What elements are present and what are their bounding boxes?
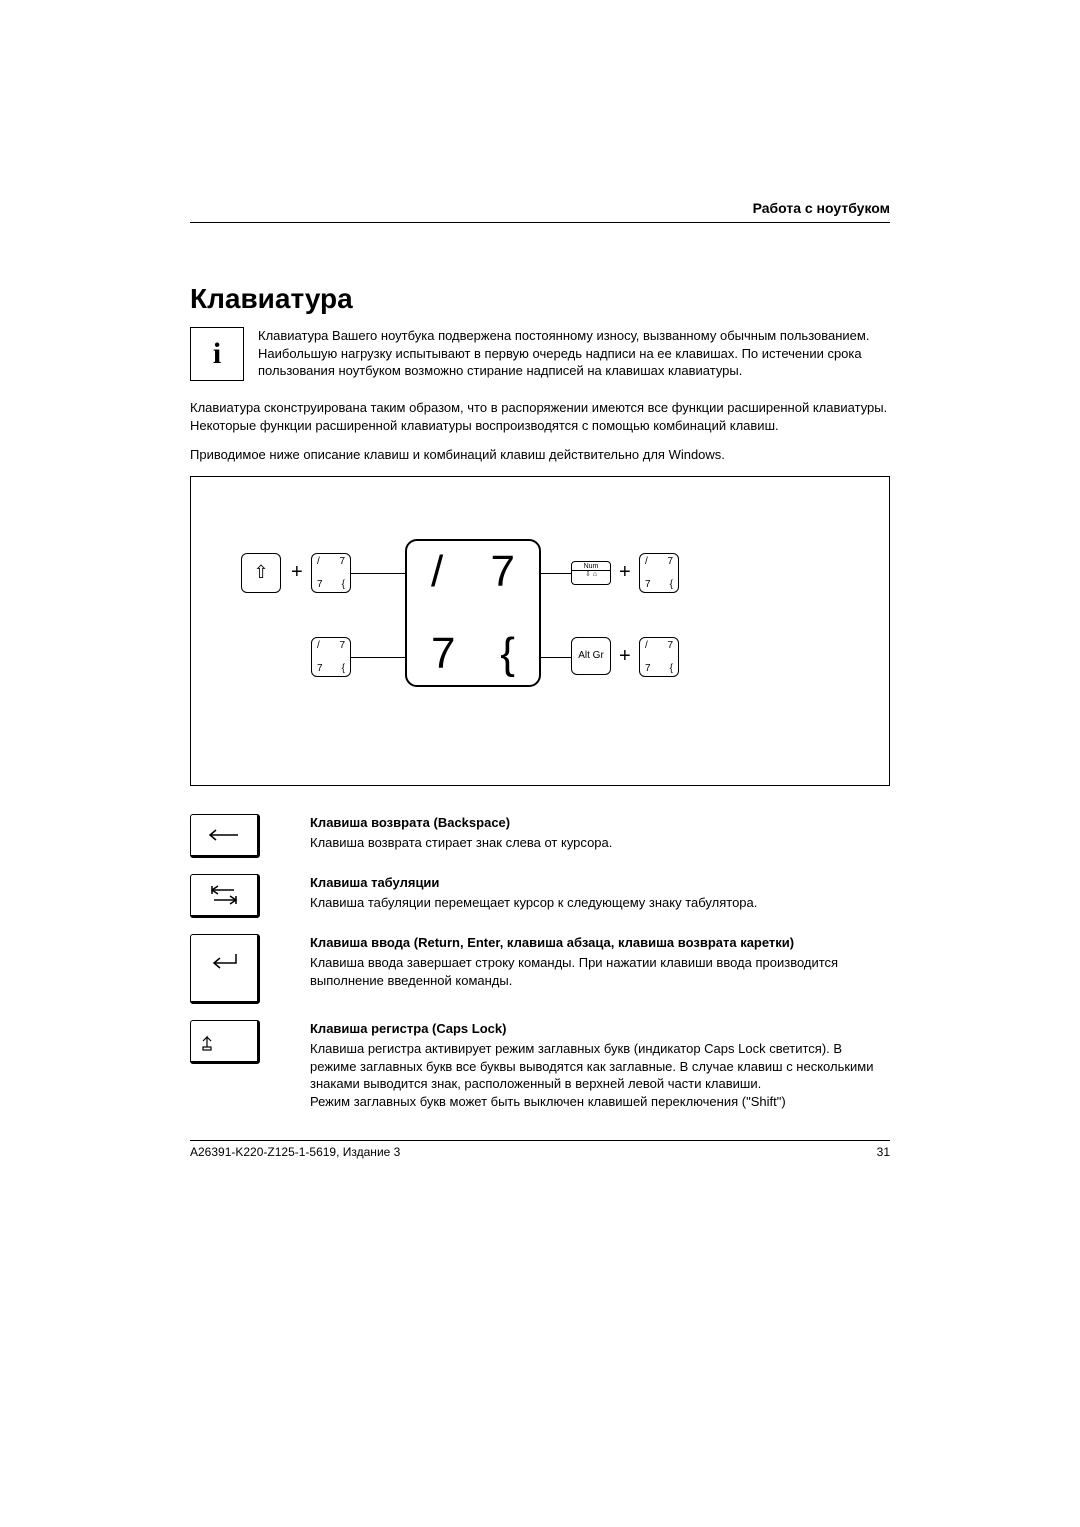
key-title: Клавиша регистра (Caps Lock) <box>310 1020 890 1038</box>
key-description-capslock: Клавиша регистра (Caps Lock) Клавиша рег… <box>190 1020 890 1111</box>
shift-key-icon: ⇧ <box>241 553 281 593</box>
key-description-backspace: Клавиша возврата (Backspace) Клавиша воз… <box>190 814 890 858</box>
backspace-key-icon <box>190 814 260 858</box>
page-footer: A26391-K220-Z125-1-5619, Издание 3 31 <box>190 1140 890 1159</box>
key-body: Клавиша табуляции перемещает курсор к сл… <box>310 894 757 912</box>
key-title: Клавиша ввода (Return, Enter, клавиша аб… <box>310 934 890 952</box>
chapter-title: Работа с ноутбуком <box>753 200 890 216</box>
key-description-tab: Клавиша табуляции Клавиша табуляции пере… <box>190 874 890 918</box>
info-icon: i <box>190 327 244 381</box>
key-7-icon: / 7 7 { <box>311 637 351 677</box>
key-body: Клавиша регистра активирует режим заглав… <box>310 1040 890 1110</box>
big-key-box: / 7 7 { <box>405 539 541 687</box>
paragraph-2: Приводимое ниже описание клавиш и комбин… <box>190 446 890 464</box>
paragraph-1: Клавиатура сконструирована таким образом… <box>190 399 890 434</box>
page-number: 31 <box>877 1145 890 1159</box>
info-note-text: Клавиатура Вашего ноутбука подвержена по… <box>258 327 890 381</box>
footer-doc-id: A26391-K220-Z125-1-5619, Издание 3 <box>190 1145 400 1159</box>
page-title: Клавиатура <box>190 283 890 315</box>
key-body: Клавиша возврата стирает знак слева от к… <box>310 834 612 852</box>
key-7-icon: / 7 7 { <box>639 553 679 593</box>
plus-icon: + <box>619 561 631 584</box>
tab-key-icon <box>190 874 260 918</box>
page-header: Работа с ноутбуком <box>190 200 890 223</box>
key-7-icon: / 7 7 { <box>311 553 351 593</box>
key-title: Клавиша возврата (Backspace) <box>310 814 612 832</box>
enter-key-icon <box>190 934 260 1004</box>
key-7-icon: / 7 7 { <box>639 637 679 677</box>
capslock-key-icon <box>190 1020 260 1064</box>
keyboard-diagram: ⇧ + / 7 7 { / 7 7 { Num ⇩ ⌂ <box>190 476 890 786</box>
key-body: Клавиша ввода завершает строку команды. … <box>310 954 890 989</box>
key-description-enter: Клавиша ввода (Return, Enter, клавиша аб… <box>190 934 890 1004</box>
key-title: Клавиша табуляции <box>310 874 757 892</box>
plus-icon: + <box>291 561 303 584</box>
num-lock-key-icon: Num ⇩ ⌂ <box>571 561 611 585</box>
plus-icon: + <box>619 645 631 668</box>
alt-gr-key-icon: Alt Gr <box>571 637 611 675</box>
info-note: i Клавиатура Вашего ноутбука подвержена … <box>190 327 890 381</box>
